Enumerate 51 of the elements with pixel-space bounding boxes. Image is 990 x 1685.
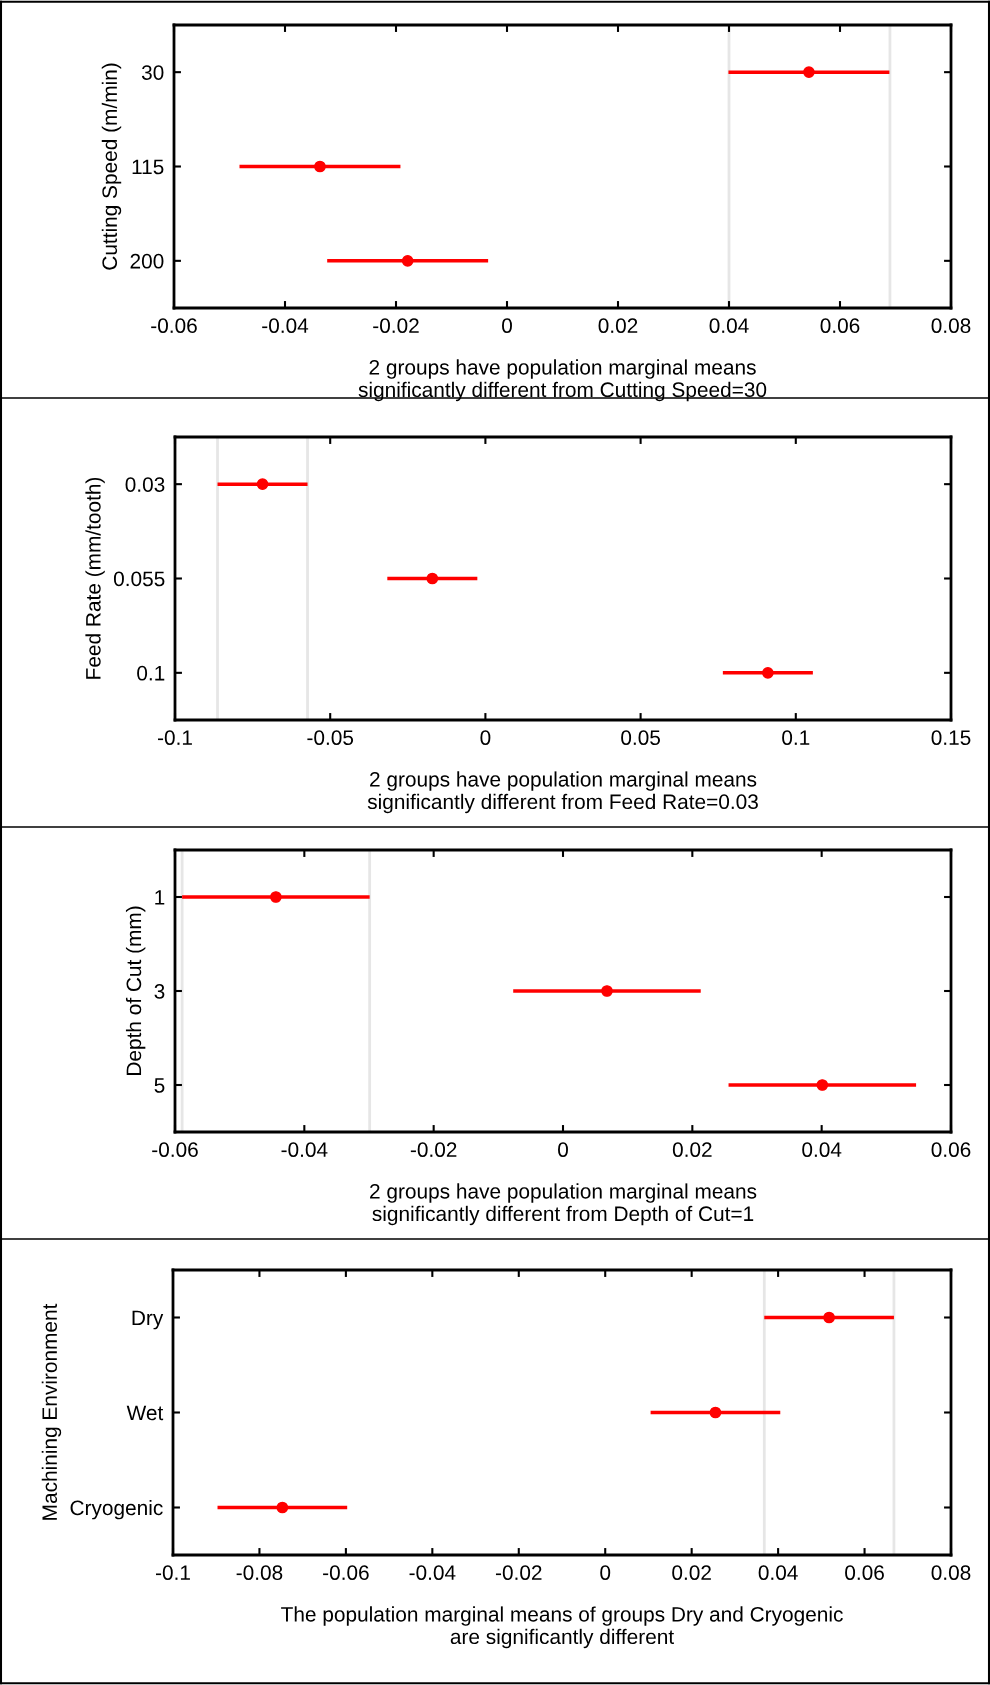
x-axis-title: 2 groups have population marginal means significantly different from Depth of Cut=1 bbox=[370, 1183, 757, 1226]
y-tick-label: 0.03 bbox=[125, 477, 165, 492]
y-tick-label: 0.055 bbox=[113, 571, 165, 587]
x-tick-label: 0.04 bbox=[802, 1142, 842, 1158]
x-tick-label: 0.02 bbox=[672, 1565, 711, 1581]
x-tick-label: -0.02 bbox=[373, 318, 419, 334]
y-tick-label: 115 bbox=[132, 159, 164, 175]
x-tick-label: -0.1 bbox=[155, 1565, 190, 1581]
x-tick-label: -0.1 bbox=[157, 730, 192, 746]
x-tick-label: 0.04 bbox=[758, 1565, 798, 1581]
x-tick-label: -0.05 bbox=[307, 730, 354, 746]
x-tick-label: 0 bbox=[502, 318, 512, 334]
x-tick-label: -0.02 bbox=[410, 1142, 457, 1158]
y-axis-title: Feed Rate (mm/tooth) bbox=[85, 477, 105, 679]
x-tick-label: -0.06 bbox=[152, 1142, 198, 1158]
x-tick-label: 0.1 bbox=[782, 730, 810, 746]
y-tick-label: 3 bbox=[154, 984, 165, 999]
x-axis-title: 2 groups have population marginal means significantly different from Feed Rate=0.03 bbox=[367, 771, 758, 814]
y-tick-label: 1 bbox=[155, 890, 165, 905]
x-tick-label: 0.08 bbox=[931, 1565, 971, 1581]
y-axis-title: Depth of Cut (mm) bbox=[125, 906, 146, 1075]
y-tick-label: Dry bbox=[132, 1310, 164, 1330]
y-tick-label: 200 bbox=[130, 253, 164, 269]
x-tick-label: 0.02 bbox=[672, 1142, 712, 1158]
x-tick-label: -0.04 bbox=[281, 1142, 328, 1158]
x-tick-label: 0 bbox=[480, 730, 491, 746]
y-tick-label: 5 bbox=[154, 1078, 165, 1093]
x-tick-label: 0.06 bbox=[931, 1142, 971, 1158]
x-tick-label: -0.04 bbox=[409, 1565, 456, 1581]
y-axis-title: Machining Environment bbox=[41, 1303, 62, 1520]
x-tick-label: 0.05 bbox=[621, 730, 660, 746]
x-tick-label: 0.02 bbox=[598, 318, 638, 334]
x-tick-label: -0.06 bbox=[323, 1565, 369, 1581]
x-tick-label: 0.15 bbox=[931, 730, 971, 746]
x-tick-label: 0 bbox=[600, 1565, 611, 1581]
x-tick-label: 0.06 bbox=[820, 318, 860, 334]
y-tick-label: 30 bbox=[141, 65, 164, 80]
y-axis-title: Cutting Speed (m/min) bbox=[101, 63, 122, 270]
y-tick-label: 0.1 bbox=[137, 665, 165, 681]
x-tick-label: -0.04 bbox=[262, 318, 309, 334]
x-axis-title: 2 groups have population marginal means significantly different from Cutting Speed=30 bbox=[358, 359, 767, 402]
x-tick-label: 0 bbox=[558, 1142, 568, 1158]
x-tick-label: -0.02 bbox=[495, 1565, 542, 1581]
x-tick-label: 0.08 bbox=[931, 318, 971, 334]
y-tick-label: Wet bbox=[126, 1405, 164, 1421]
x-tick-label: -0.06 bbox=[151, 318, 197, 334]
x-tick-label: 0.06 bbox=[845, 1565, 884, 1581]
x-tick-label: 0.04 bbox=[709, 318, 749, 334]
y-tick-label: Cryogenic bbox=[70, 1499, 163, 1520]
x-tick-label: -0.08 bbox=[236, 1565, 283, 1581]
x-axis-title: The population marginal means of groups Dry and Cryogenic are significantly different bbox=[281, 1606, 843, 1649]
